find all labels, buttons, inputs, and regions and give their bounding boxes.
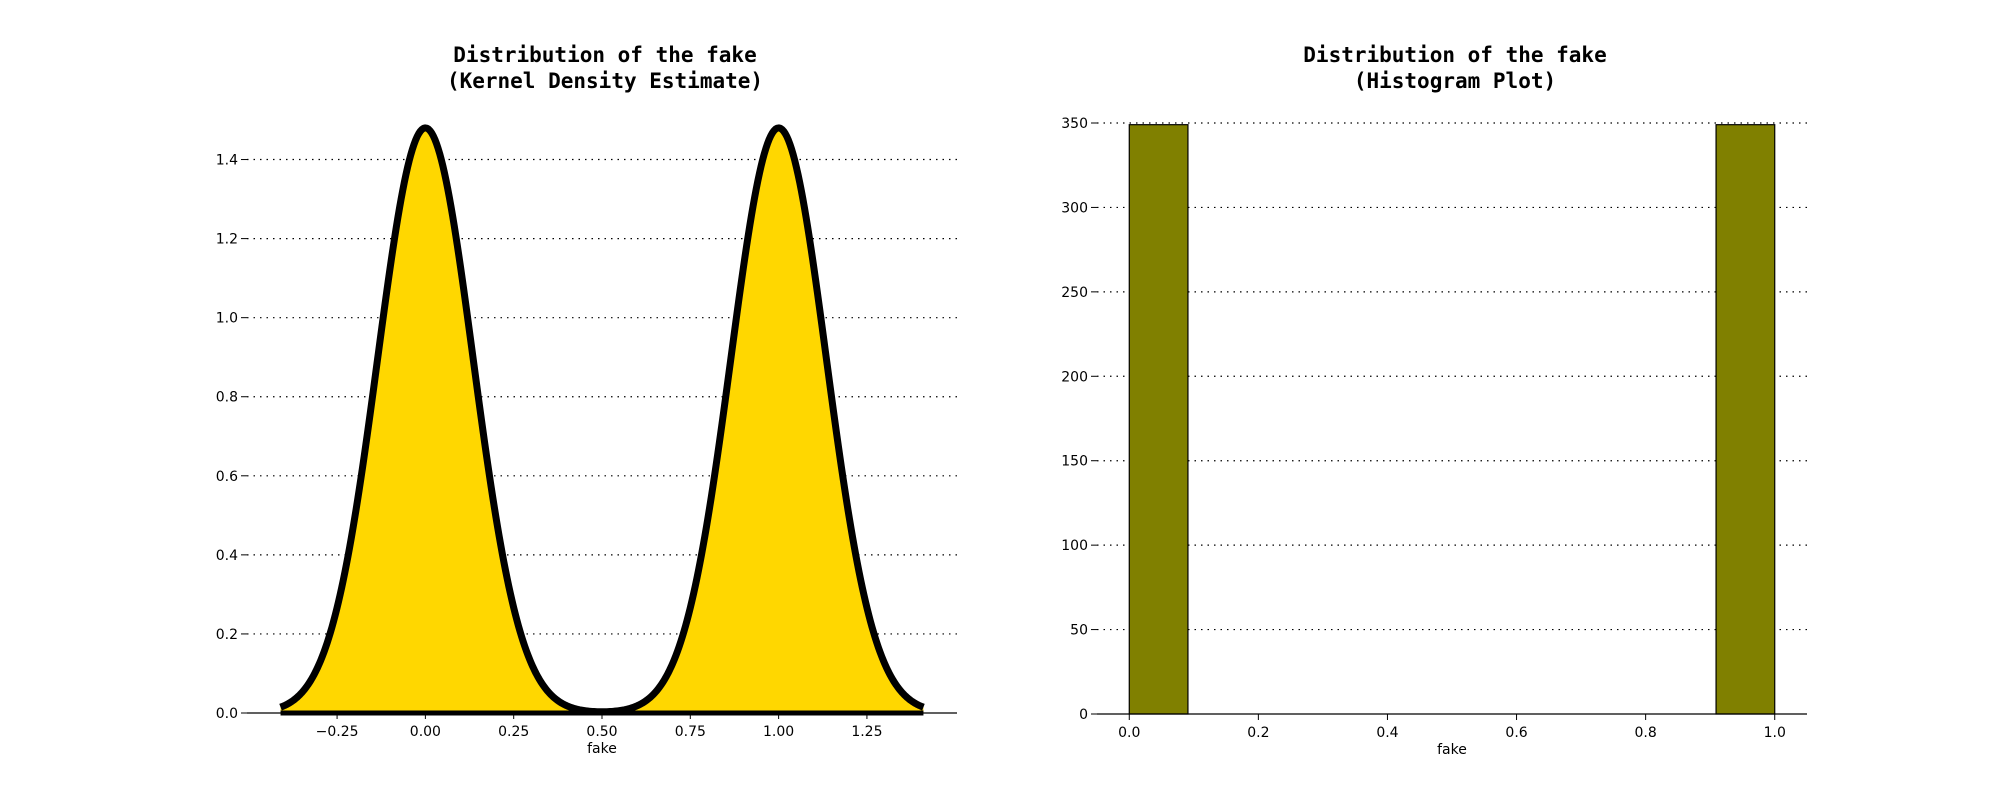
hist-bar [1128, 124, 1189, 715]
kde-y-tick-label: 1.4 [216, 153, 238, 169]
kde-y-tick-label: 0.6 [216, 469, 238, 485]
kde-x-axis-label: fake [587, 741, 617, 757]
kde-area-fill [280, 127, 924, 713]
kde-x-tick-label: 0.75 [675, 724, 706, 740]
hist-y-tick-label: 100 [1061, 538, 1088, 554]
hist-y-tick-label: 200 [1061, 369, 1088, 385]
hist-y-tick-label: 150 [1061, 454, 1088, 470]
hist-title-line: Distribution of the fake [1303, 43, 1607, 67]
hist-x-tick-label: 0.2 [1247, 725, 1269, 741]
hist-y-tick-label: 350 [1061, 116, 1088, 132]
hist-chart-title: Distribution of the fake (Histogram Plot… [1295, 42, 1615, 94]
kde-y-tick-label: 0.8 [216, 390, 238, 406]
hist-x-tick-label: 0.8 [1635, 725, 1657, 741]
hist-subtitle-line: (Histogram Plot) [1353, 69, 1557, 93]
kde-y-tick-label: 0.0 [216, 706, 238, 722]
hist-x-tick-label: 0.6 [1505, 725, 1527, 741]
hist-y-tick-label: 300 [1061, 200, 1088, 216]
kde-y-tick-label: 0.4 [216, 548, 238, 564]
kde-x-tick-label: 1.00 [763, 724, 794, 740]
kde-subtitle-line: (Kernel Density Estimate) [446, 69, 764, 93]
hist-bar [1715, 124, 1776, 715]
hist-x-tick-label: 1.0 [1764, 725, 1786, 741]
hist-x-tick-label: 0.4 [1376, 725, 1398, 741]
kde-x-tick-label: 0.25 [498, 724, 529, 740]
kde-chart-title: Distribution of the fake (Kernel Density… [445, 42, 765, 94]
kde-x-tick-label: 0.50 [586, 724, 617, 740]
kde-y-tick-label: 0.2 [216, 627, 238, 643]
hist-y-tick-label: 250 [1061, 285, 1088, 301]
hist-x-axis-label: fake [1437, 742, 1467, 758]
hist-x-tick-label: 0.0 [1118, 725, 1140, 741]
kde-title-line: Distribution of the fake [453, 43, 757, 67]
hist-y-tick-label: 0 [1079, 707, 1088, 723]
kde-y-tick-label: 1.2 [216, 232, 238, 248]
kde-plot: 0.0 0.2 0.4 0.6 0.8 1.0 1.2 1.4 −0.25 0.00 0.25 0.5… [216, 124, 957, 757]
kde-x-tick-label: 1.25 [851, 724, 882, 740]
kde-y-tick-label: 1.0 [216, 311, 238, 327]
histogram-plot: 0 50 100 150 200 250 300 350 0.0 0.2 0.4 0.6 0.8 1.0 f… [1061, 116, 1807, 758]
kde-x-tick-label: −0.25 [316, 724, 359, 740]
kde-x-tick-label: 0.00 [410, 724, 441, 740]
hist-y-tick-label: 50 [1070, 623, 1088, 639]
